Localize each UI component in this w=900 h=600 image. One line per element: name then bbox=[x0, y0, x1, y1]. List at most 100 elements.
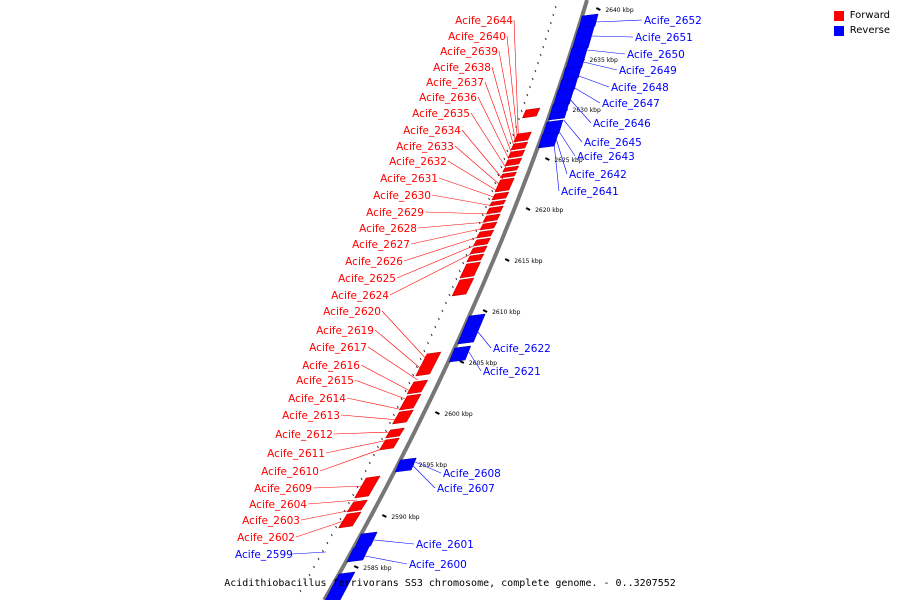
scale-label: 2585 kbp bbox=[363, 565, 391, 572]
reverse-leader-line bbox=[578, 75, 610, 88]
reverse-gene-block bbox=[571, 25, 595, 51]
reverse-leader-line bbox=[553, 145, 560, 192]
forward-leader-line bbox=[325, 439, 389, 454]
minor-tick bbox=[544, 37, 547, 41]
scale-label: 2590 kbp bbox=[391, 514, 419, 521]
major-tick bbox=[525, 207, 531, 211]
forward-leader-line bbox=[312, 485, 365, 489]
forward-gene-label: Acife_2639 bbox=[440, 46, 498, 58]
minor-tick bbox=[364, 469, 367, 473]
minor-tick bbox=[549, 21, 552, 25]
minor-tick bbox=[392, 413, 395, 417]
minor-tick bbox=[419, 357, 422, 361]
reverse-gene-block bbox=[552, 87, 575, 107]
minor-tick bbox=[537, 61, 539, 65]
forward-gene-block bbox=[499, 171, 518, 179]
minor-tick bbox=[458, 269, 461, 273]
reverse-gene-label: Acife_2647 bbox=[602, 98, 660, 110]
forward-leader-line bbox=[319, 447, 385, 472]
forward-gene-label: Acife_2637 bbox=[426, 77, 484, 89]
minor-tick bbox=[415, 365, 418, 369]
major-tick bbox=[459, 360, 465, 364]
forward-gene-label: Acife_2610 bbox=[261, 466, 319, 478]
forward-gene-block bbox=[485, 205, 504, 215]
minor-tick bbox=[481, 213, 484, 217]
minor-tick bbox=[444, 301, 447, 305]
forward-leader-line bbox=[491, 66, 516, 151]
forward-gene-label: Acife_2613 bbox=[282, 410, 340, 422]
legend: Forward Reverse bbox=[833, 8, 890, 38]
forward-gene-label: Acife_2616 bbox=[302, 360, 360, 372]
reverse-leader-line bbox=[570, 99, 592, 124]
major-tick bbox=[595, 7, 601, 11]
reverse-leader-line bbox=[413, 465, 436, 489]
minor-tick bbox=[478, 221, 481, 225]
forward-gene-block bbox=[521, 107, 541, 119]
minor-tick bbox=[412, 373, 415, 377]
reverse-gene-block bbox=[324, 571, 356, 600]
minor-tick bbox=[523, 101, 526, 105]
reverse-gene-label: Acife_2650 bbox=[627, 49, 685, 61]
legend-forward-label: Forward bbox=[849, 10, 890, 21]
forward-gene-label: Acife_2611 bbox=[267, 448, 325, 460]
scale-label: 2620 kbp bbox=[535, 207, 563, 214]
minor-tick bbox=[529, 85, 531, 89]
minor-tick bbox=[372, 453, 375, 457]
minor-tick bbox=[494, 181, 497, 185]
reverse-gene-label: Acife_2601 bbox=[416, 539, 474, 551]
minor-tick bbox=[531, 77, 534, 81]
minor-tick bbox=[512, 133, 515, 137]
minor-tick bbox=[503, 157, 506, 161]
minor-tick bbox=[534, 69, 537, 73]
forward-gene-block bbox=[384, 427, 405, 439]
major-tick bbox=[381, 514, 387, 518]
forward-gene-label: Acife_2626 bbox=[345, 256, 403, 268]
forward-leader-line bbox=[340, 414, 399, 421]
forward-gene-label: Acife_2635 bbox=[412, 108, 470, 120]
forward-gene-block bbox=[482, 213, 501, 223]
reverse-gene-block bbox=[565, 45, 589, 71]
reverse-gene-label: Acife_2608 bbox=[443, 468, 501, 480]
scale-label: 2635 kbp bbox=[590, 57, 618, 64]
minor-tick bbox=[539, 53, 542, 57]
forward-gene-block bbox=[337, 511, 362, 529]
minor-tick bbox=[552, 13, 555, 17]
scale-label: 2630 kbp bbox=[573, 107, 601, 114]
reverse-gene-label: Acife_2643 bbox=[577, 151, 635, 163]
forward-gene-label: Acife_2631 bbox=[380, 173, 438, 185]
reverse-gene-block bbox=[448, 345, 472, 363]
reverse-leader-line bbox=[591, 35, 634, 38]
forward-gene-block bbox=[346, 499, 369, 513]
minor-tick bbox=[448, 293, 451, 297]
forward-gene-block bbox=[479, 221, 498, 231]
minor-tick bbox=[313, 565, 315, 569]
reverse-gene-block bbox=[394, 457, 417, 473]
reverse-gene-label: Acife_2599 bbox=[235, 549, 293, 561]
reverse-gene-block bbox=[548, 101, 570, 121]
reverse-leader-line bbox=[583, 61, 618, 71]
forward-gene-label: Acife_2630 bbox=[373, 190, 431, 202]
forward-gene-block bbox=[513, 131, 532, 143]
forward-leader-line bbox=[454, 145, 502, 187]
minor-tick bbox=[400, 397, 403, 401]
reverse-leader-line bbox=[415, 461, 442, 474]
reverse-leader-line bbox=[468, 351, 482, 372]
reverse-gene-label: Acife_2600 bbox=[409, 559, 467, 571]
reverse-leader-line bbox=[291, 551, 327, 555]
minor-tick bbox=[430, 333, 433, 337]
minor-tick bbox=[509, 141, 512, 145]
minor-tick bbox=[500, 165, 503, 169]
forward-gene-block bbox=[398, 393, 422, 411]
forward-gene-label: Acife_2627 bbox=[352, 239, 410, 251]
forward-leader-line bbox=[513, 19, 519, 141]
minor-tick bbox=[352, 493, 355, 497]
forward-gene-block bbox=[488, 199, 507, 207]
minor-tick bbox=[475, 229, 478, 233]
chromosome-backbone bbox=[322, 0, 589, 600]
reverse-gene-label: Acife_2621 bbox=[483, 366, 541, 378]
reverse-leader-line bbox=[373, 539, 415, 545]
minor-tick bbox=[488, 197, 491, 201]
reverse-gene-label: Acife_2641 bbox=[561, 186, 619, 198]
forward-gene-label: Acife_2614 bbox=[288, 393, 346, 405]
